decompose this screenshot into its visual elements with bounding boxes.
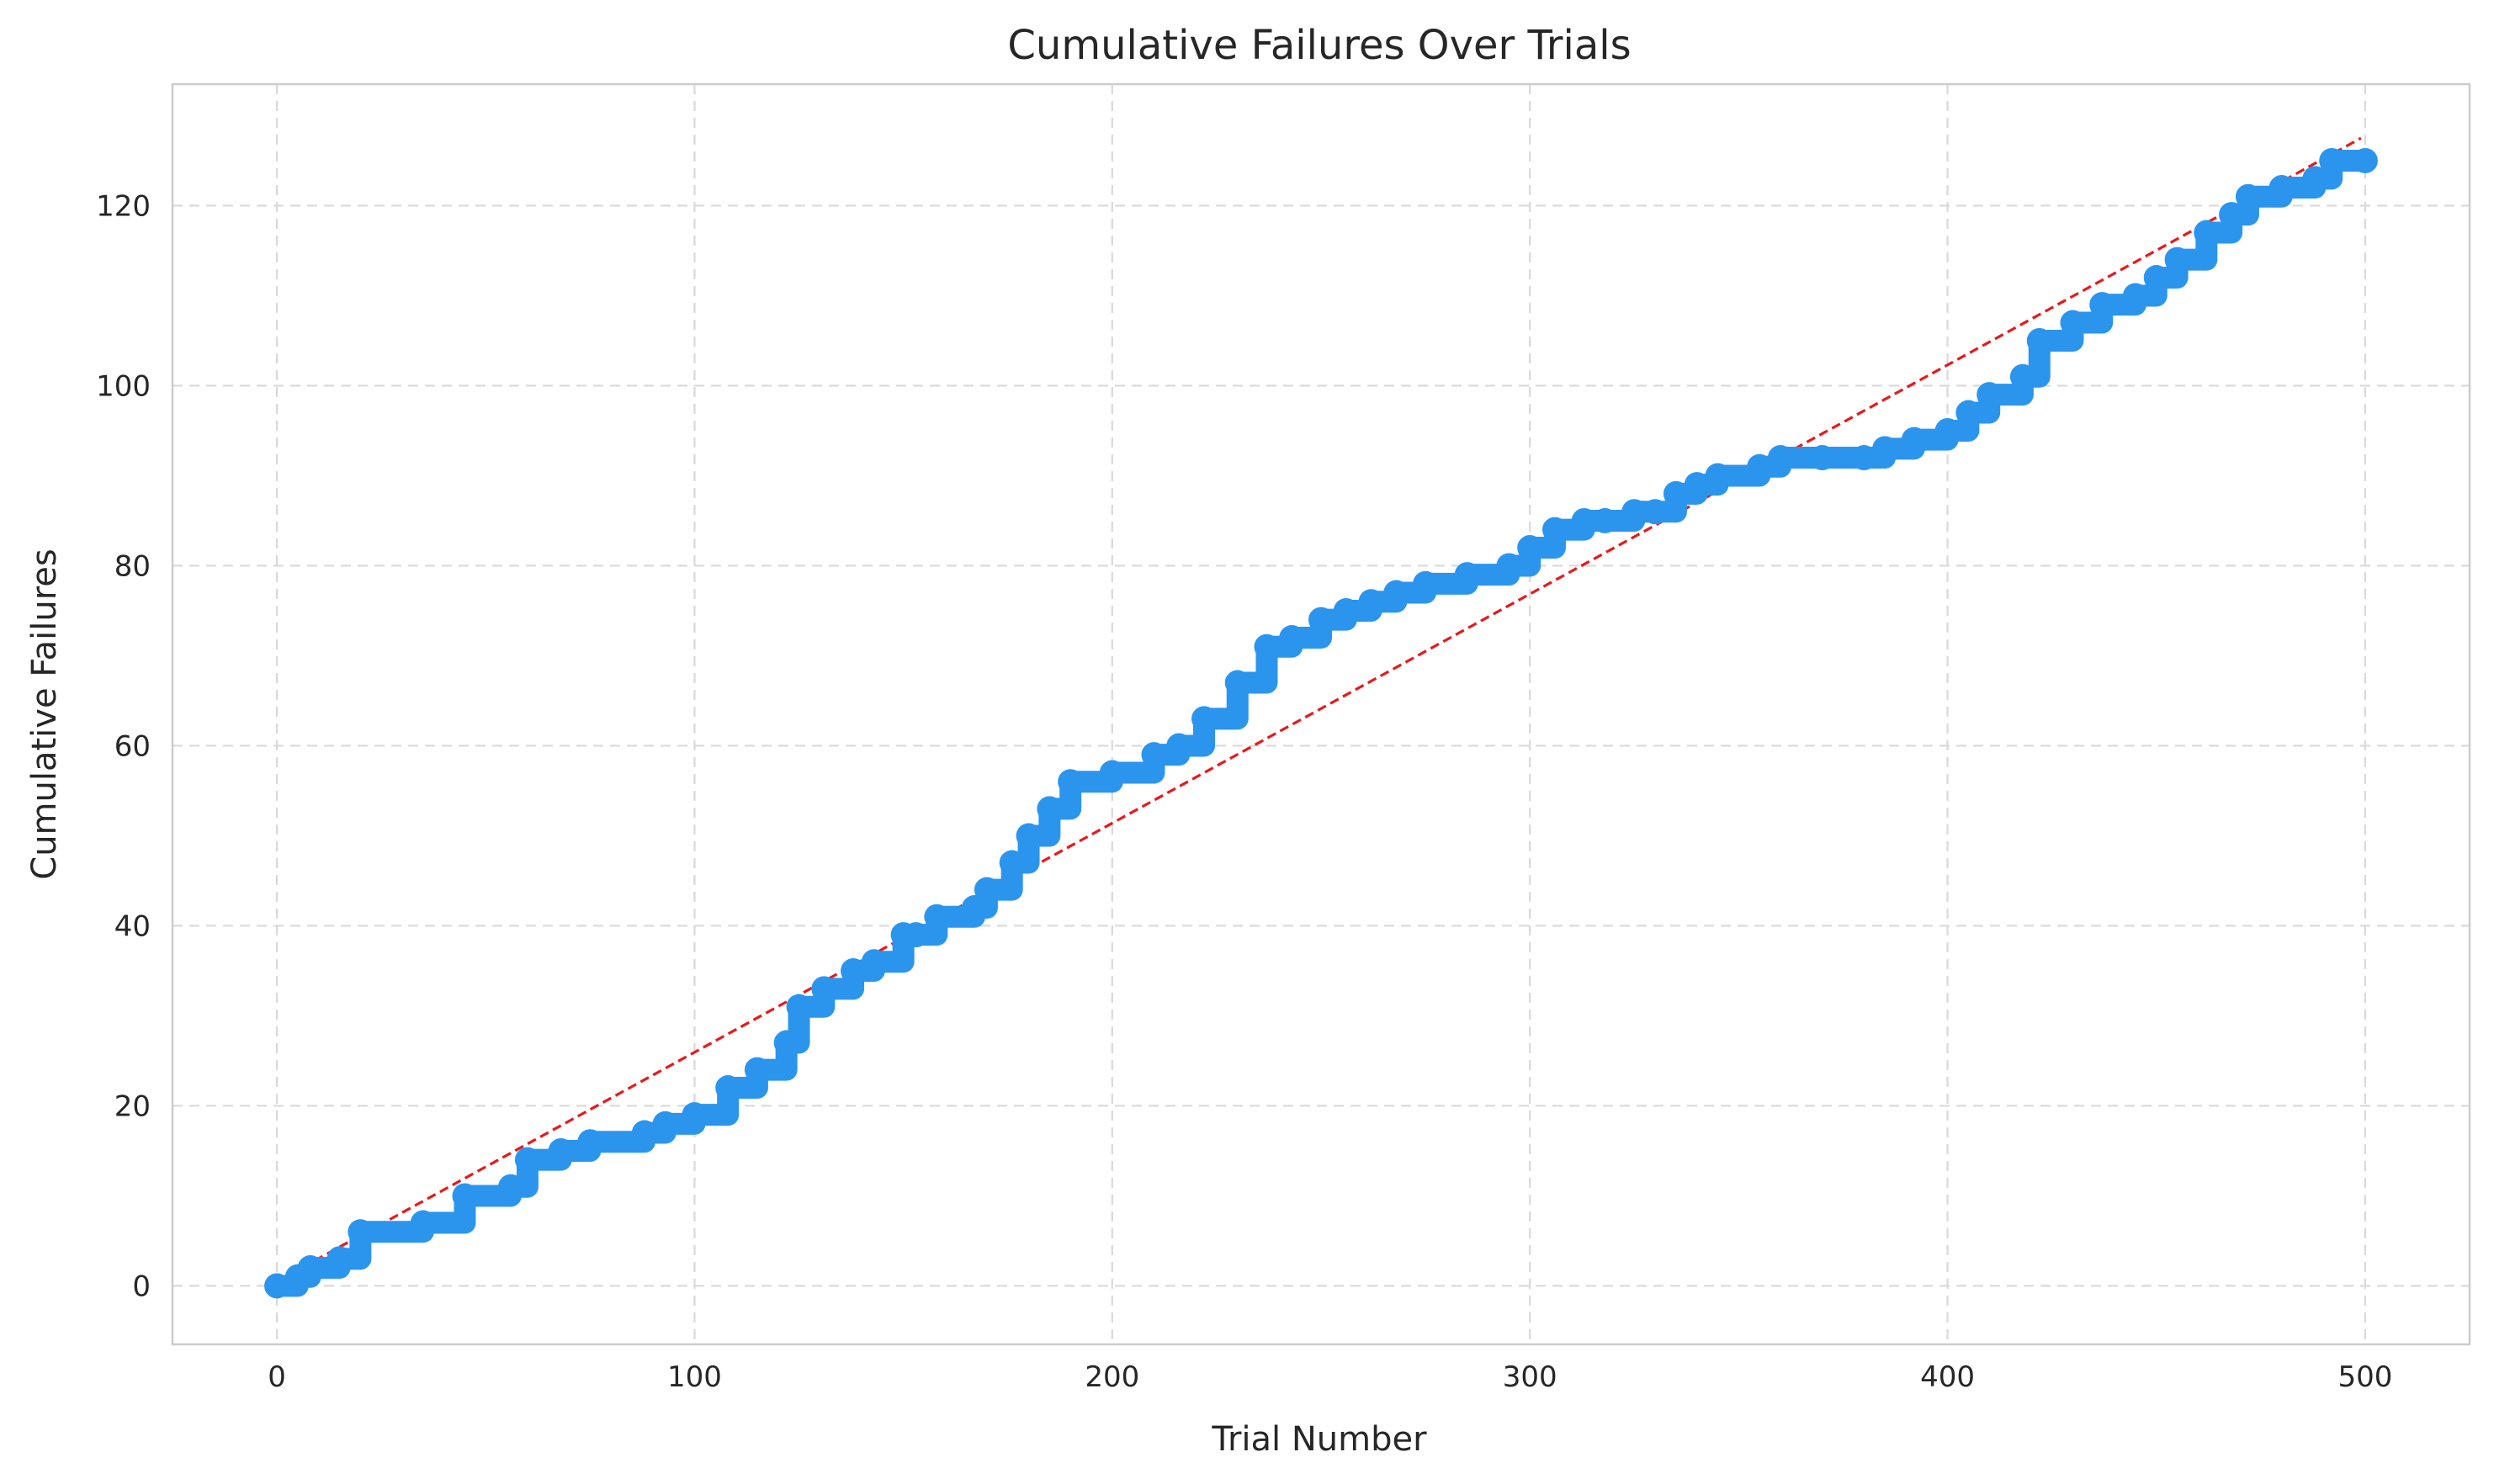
data-point [2122,283,2148,309]
data-point [2352,147,2378,173]
data-point [1571,507,1597,533]
data-point [974,877,1000,903]
data-point [2302,166,2328,192]
data-point [1308,607,1334,633]
data-point [2219,202,2245,228]
data-point [1166,733,1192,759]
data-point [1037,796,1063,822]
y-tick-label: 60 [114,729,151,763]
data-point [1016,823,1042,849]
data-point [548,1137,574,1163]
y-tick-label: 100 [96,369,151,403]
data-point [1705,463,1731,489]
data-point [1542,517,1568,543]
data-point [1901,427,1927,453]
data-point [1279,625,1305,651]
data-point [1413,570,1439,596]
y-tick-label: 40 [114,909,151,943]
data-point [773,1030,799,1056]
data-point [498,1174,524,1200]
y-tick-label: 80 [114,549,151,583]
y-tick-label: 120 [96,189,151,223]
data-point [514,1147,540,1173]
data-point [841,957,867,983]
data-point [2026,327,2052,353]
data-point [1851,445,1877,471]
x-tick-label: 200 [1085,1360,1139,1394]
data-point [326,1246,353,1272]
grid [172,84,2470,1344]
data-point [2319,147,2345,173]
data-point [682,1102,708,1128]
data-point [786,994,812,1020]
data-point [1592,507,1618,533]
fit-line-layer [276,136,2362,1283]
data-point [1684,472,1710,498]
data-point [1977,382,2003,408]
data-point [2089,292,2115,318]
data-point [1383,580,1409,606]
linear-fit-line [276,136,2362,1283]
data-point [1621,499,1648,525]
data-point [2143,265,2169,291]
data-point [999,850,1025,876]
data-point [2235,183,2261,209]
data-point [715,1075,741,1101]
plot-border [171,82,2471,1346]
data-point [631,1120,657,1146]
data-point [1663,480,1689,506]
plot-frame [171,82,2471,1346]
data-point [410,1210,436,1236]
x-tick-label: 300 [1503,1360,1557,1394]
data-point [1254,633,1280,660]
x-tick-label: 400 [1920,1360,1975,1394]
y-axis-label: Cumulative Failures [25,549,64,879]
data-point [1496,553,1522,579]
data-point [1454,562,1480,588]
data-point [2268,175,2295,201]
x-axis-label: Trial Number [1211,1420,1427,1459]
data-point [1955,400,1982,426]
data-point [903,922,929,948]
data-point [861,949,887,975]
data-point [1517,535,1543,561]
y-tick-label: 20 [114,1089,151,1123]
data-point [1872,436,1898,462]
data-point [2194,220,2220,246]
data-point [577,1129,603,1155]
data-point [1934,417,1961,443]
data-point [1191,706,1218,732]
data-point [348,1219,374,1245]
x-tick-label: 500 [2337,1360,2392,1394]
tick-labels: 0 100 200 300 400 500 0 20 40 60 80 100 120 [96,189,2392,1394]
data-point [1747,453,1773,480]
data-point [2009,363,2035,390]
data-point [1224,670,1250,696]
data-point [1099,760,1125,786]
data-point [962,895,988,921]
x-tick-label: 100 [667,1360,722,1394]
data-series-layer [264,147,2378,1299]
data-point [744,1057,770,1083]
y-tick-label: 0 [132,1269,151,1303]
data-point [924,904,950,930]
data-point [1358,589,1384,615]
data-point [1809,445,1835,471]
data-point [1768,445,1793,471]
data-point [297,1255,323,1281]
data-point [1058,769,1084,795]
data-point [1642,499,1669,525]
data-point [1141,742,1167,768]
data-point [1333,597,1359,623]
data-point [2060,310,2086,336]
x-tick-label: 0 [268,1360,286,1394]
chart-title: Cumulative Failures Over Trials [1007,22,1631,69]
data-point [452,1183,478,1209]
data-point [264,1273,290,1299]
cumulative-failures-line [266,149,2376,1297]
data-point [811,976,837,1002]
data-point [652,1110,678,1137]
data-point [2164,246,2190,273]
